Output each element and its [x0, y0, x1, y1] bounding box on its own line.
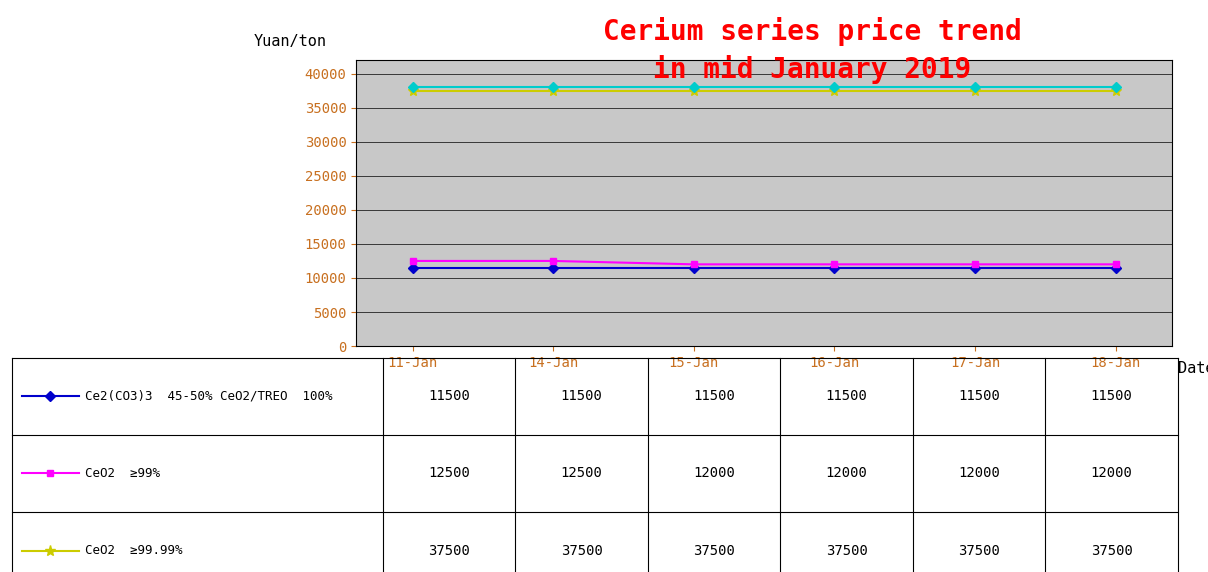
- Text: Cerium series price trend
in mid January 2019: Cerium series price trend in mid January…: [603, 17, 1022, 84]
- Text: CeO2  ≥99%: CeO2 ≥99%: [85, 467, 159, 480]
- Text: 11500: 11500: [1091, 389, 1133, 403]
- Text: CeO2  ≥99.99%: CeO2 ≥99.99%: [85, 544, 182, 557]
- Text: Yuan/ton: Yuan/ton: [254, 34, 326, 49]
- Text: 37500: 37500: [1091, 543, 1133, 558]
- Text: 11500: 11500: [826, 389, 867, 403]
- Text: Date: Date: [1178, 362, 1208, 376]
- Text: 37500: 37500: [693, 543, 736, 558]
- Text: 12500: 12500: [429, 466, 470, 480]
- Text: 37500: 37500: [958, 543, 1000, 558]
- Text: 12500: 12500: [561, 466, 603, 480]
- Text: 37500: 37500: [561, 543, 603, 558]
- Text: 12000: 12000: [958, 466, 1000, 480]
- Text: 11500: 11500: [561, 389, 603, 403]
- Text: 11500: 11500: [429, 389, 470, 403]
- Text: 11500: 11500: [958, 389, 1000, 403]
- Text: 37500: 37500: [826, 543, 867, 558]
- Text: 12000: 12000: [693, 466, 736, 480]
- Text: Ce2(CO3)3  45-50% CeO2/TREO  100%: Ce2(CO3)3 45-50% CeO2/TREO 100%: [85, 390, 332, 403]
- Text: 37500: 37500: [429, 543, 470, 558]
- Text: 12000: 12000: [1091, 466, 1133, 480]
- Text: 12000: 12000: [826, 466, 867, 480]
- Text: 11500: 11500: [693, 389, 736, 403]
